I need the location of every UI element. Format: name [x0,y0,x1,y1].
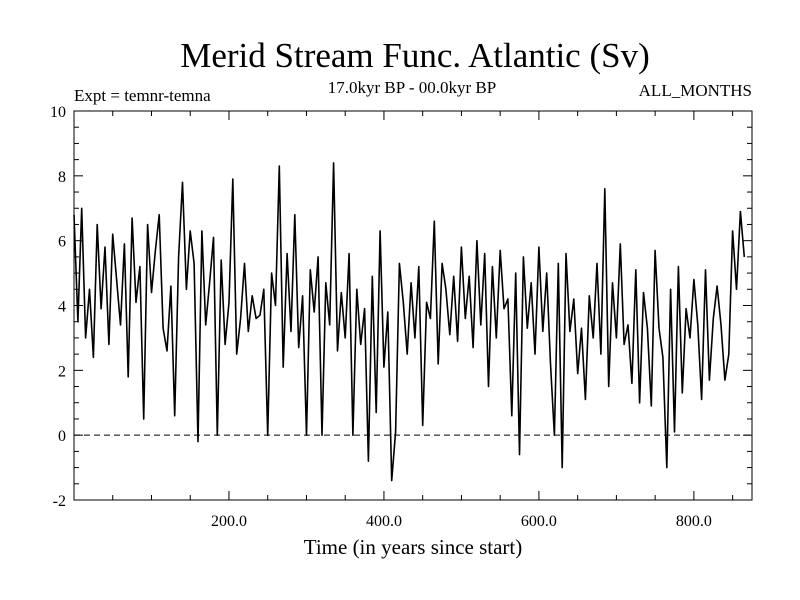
x-axis-label: Time (in years since start) [304,535,523,559]
y-tick-label: 8 [58,169,66,186]
experiment-label: Expt = temnr-temna [74,86,211,105]
chart-subtitle: 17.0kyr BP - 00.0kyr BP [328,78,496,97]
y-tick-label: 4 [58,299,66,316]
months-label: ALL_MONTHS [639,81,752,100]
y-tick-label: 2 [58,363,66,380]
y-tick-label: 6 [58,234,66,251]
plot-area [73,110,753,501]
x-tick-labels: 200.0 400.0 600.0 800.0 [211,513,712,530]
y-tick-label: 10 [50,104,66,121]
x-tick-label: 600.0 [521,513,557,530]
series-line [73,162,746,482]
y-tick-label: 0 [58,428,66,445]
x-tick-label: 200.0 [211,513,247,530]
chart-title: Merid Stream Func. Atlantic (Sv) [180,36,650,75]
y-tick-label: -2 [53,493,66,510]
y-tick-labels: -2 0 2 4 6 8 10 [50,104,66,510]
x-tick-label: 800.0 [676,513,712,530]
x-tick-label: 400.0 [366,513,402,530]
